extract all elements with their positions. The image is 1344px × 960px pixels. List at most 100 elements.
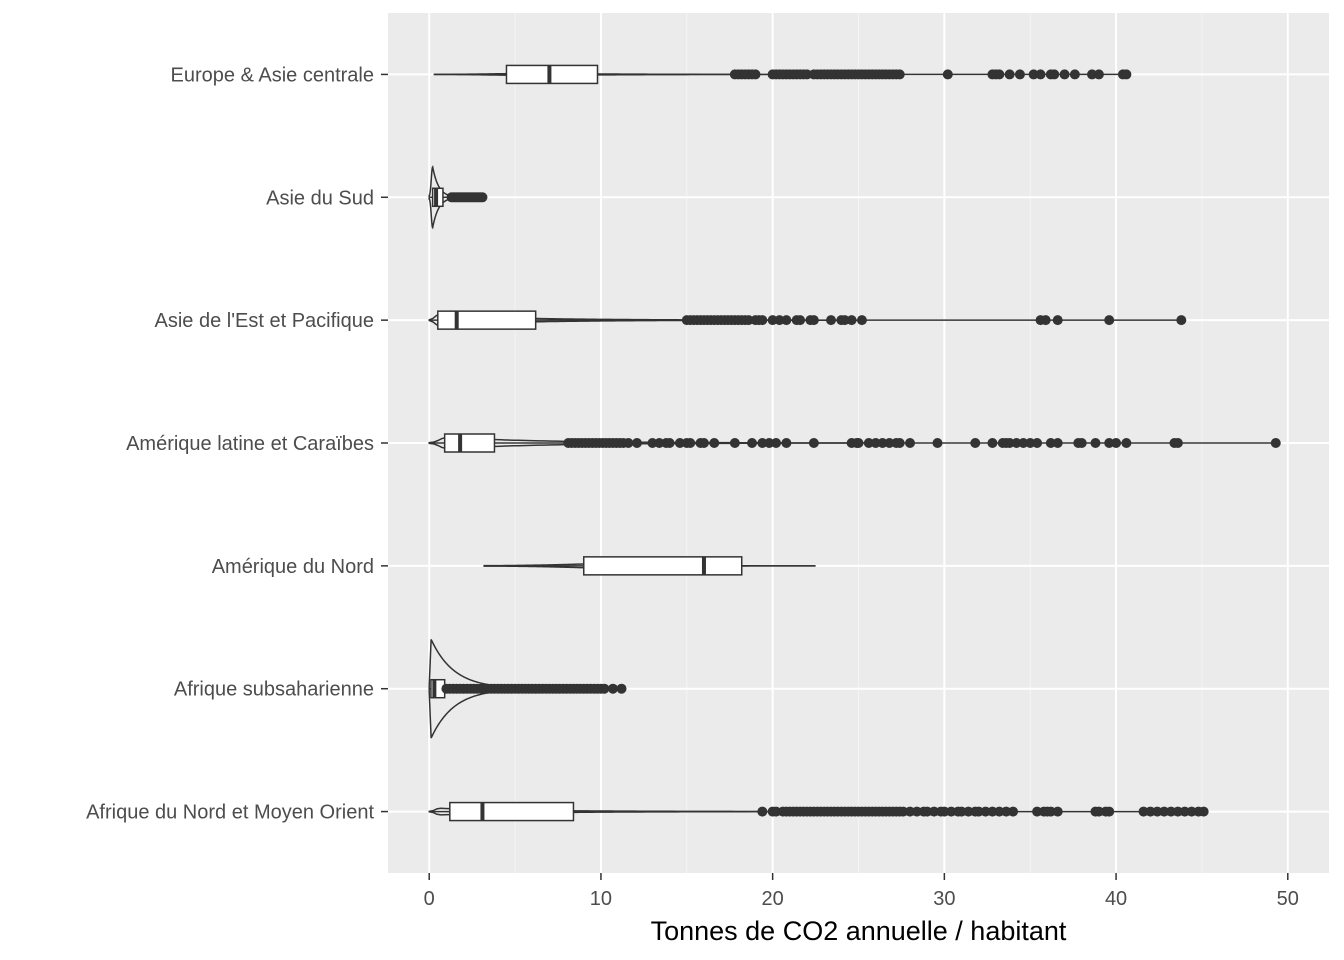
outlier-point [767,315,778,326]
outlier-point [922,806,933,817]
outlier-point [1076,438,1087,448]
outlier-point [1104,315,1115,326]
outlier-point [963,806,974,817]
outlier-point [795,315,806,326]
outlier-point [1121,69,1132,80]
outlier-point [729,438,740,448]
outlier-point [839,315,850,326]
outlier-point [781,438,792,448]
outlier-point [1159,806,1170,817]
outlier-point [905,438,916,448]
outlier-point [1011,438,1022,448]
outlier-point [808,438,819,448]
outlier-point [1045,806,1056,817]
y-tick-label: Afrique du Nord et Moyen Orient [86,802,374,824]
outlier-point [1035,69,1046,80]
y-tick-label: Asie du Sud [266,187,374,209]
x-tick-label: 40 [1105,888,1127,910]
outlier-point [1032,438,1043,448]
outlier-point [863,438,874,448]
outlier-point [623,438,634,448]
outlier-point [1040,315,1051,326]
outlier-point [853,438,864,448]
outlier-point [1121,438,1132,448]
box [449,801,575,822]
plot-area [428,64,1281,822]
outlier-point [1186,806,1197,817]
outlier-point [801,69,812,80]
outlier-point [905,806,916,817]
outlier-point [757,438,768,448]
outlier-point [1069,69,1080,80]
y-tick-label: Amérique latine et Caraïbes [126,433,374,455]
outlier-point [987,806,998,817]
outlier-point [1198,806,1209,817]
outlier-point [709,438,720,448]
x-tick-label: 50 [1277,888,1299,910]
outlier-point [1025,438,1036,448]
outlier-point [1093,806,1104,817]
box [583,556,743,576]
outlier-point [1104,806,1115,817]
outlier-point [846,315,857,326]
outlier-point [894,438,905,448]
outlier-point [1059,69,1070,80]
outlier-point [932,438,943,448]
outlier-point [664,438,675,448]
outlier-point [946,806,957,817]
outlier-point [956,806,967,817]
outlier-point [898,806,909,817]
outlier-point [771,806,782,817]
box [437,310,537,330]
x-tick-label: 0 [424,888,435,910]
outlier-point [939,806,950,817]
outlier-point [654,438,665,448]
outlier-point [1152,806,1163,817]
outlier-point [747,438,758,448]
outlier-point [674,438,685,448]
outlier-point [1104,438,1115,448]
outlier-point [1111,438,1122,448]
outlier-point [631,438,642,448]
outlier-point [1052,438,1063,448]
box [505,64,599,85]
outlier-point [607,683,618,694]
outlier-point [1032,806,1043,817]
outlier-point [856,315,867,326]
outlier-point [808,315,819,326]
outlier-point [1008,806,1019,817]
y-axis: Europe & Asie centrale Asie du Sud Asie de… [86,64,388,824]
outlier-point [771,438,782,448]
outlier-point [994,69,1005,80]
outlier-point [1001,806,1012,817]
outlier-point [994,806,1005,817]
outlier-point [1179,806,1190,817]
outlier-point [1028,69,1039,80]
outlier-point [599,683,610,694]
outlier-point [1014,69,1025,80]
x-tick-label: 10 [590,888,612,910]
outlier-point [1045,438,1056,448]
outlier-point [647,438,658,448]
x-axis-title: Tonnes de CO2 annuelle / habitant [651,916,1067,946]
outlier-point [616,683,627,694]
x-axis: 0 10 20 30 40 50 [424,873,1299,910]
outlier-point [973,806,984,817]
outlier-point [970,438,981,448]
outlier-point [1176,315,1187,326]
outlier-point [942,69,953,80]
outlier-point [1018,438,1029,448]
y-tick-label: Afrique subsaharienne [174,679,374,701]
outlier-point [750,69,761,80]
y-tick-label: Amérique du Nord [212,556,374,578]
outlier-point [1172,438,1183,448]
outlier-point [884,438,895,448]
outlier-point [1166,806,1177,817]
x-tick-label: 30 [933,888,955,910]
outlier-point [1090,438,1101,448]
outlier-point [894,69,905,80]
outlier-point [685,438,696,448]
outlier-point [929,806,940,817]
outlier-point [781,315,792,326]
